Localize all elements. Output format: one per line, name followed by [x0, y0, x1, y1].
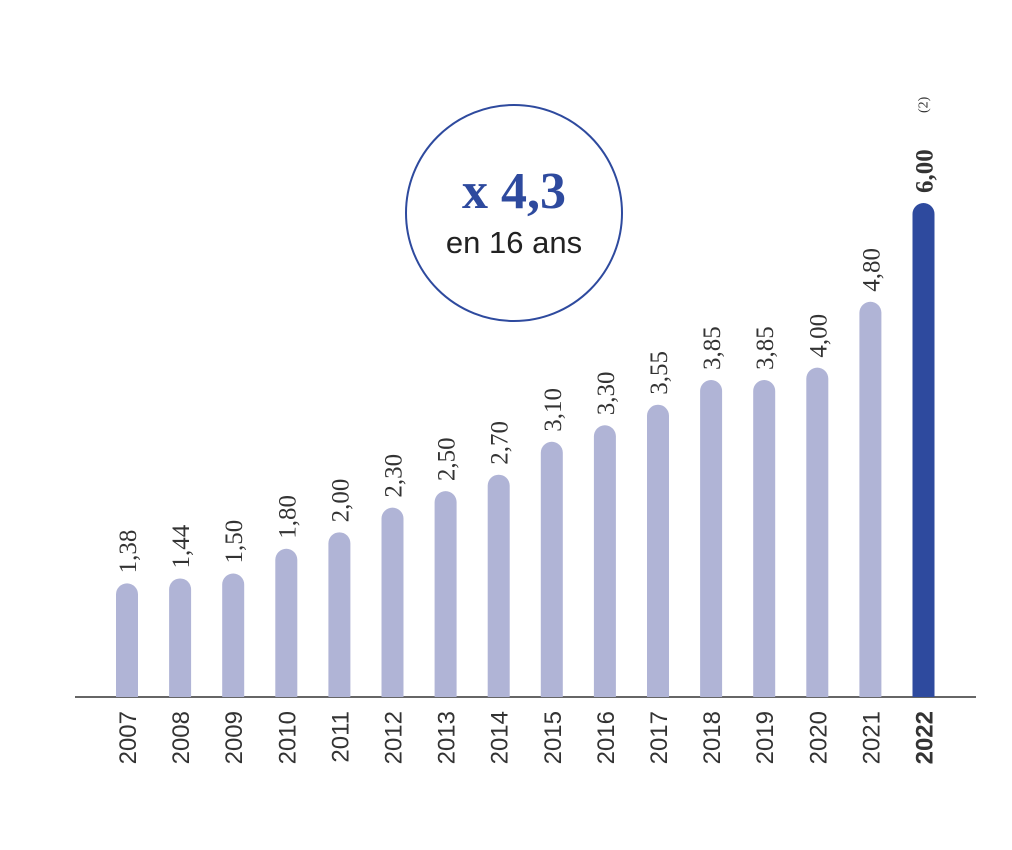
bar — [222, 573, 245, 697]
bar — [328, 532, 351, 697]
x-tick-label: 2011 — [327, 711, 354, 763]
bar — [806, 367, 829, 697]
value-label: 2,50 — [434, 437, 461, 481]
bar — [116, 583, 138, 697]
bar — [275, 548, 298, 697]
value-label: 1,80 — [274, 495, 301, 539]
bar — [540, 441, 563, 697]
annotation-subtitle: en 16 ans — [446, 225, 582, 260]
x-tick-label: 2022 — [912, 711, 939, 764]
x-tick-label: 2021 — [858, 711, 885, 764]
value-label: 4,80 — [858, 248, 885, 292]
x-tick-label: 2009 — [221, 711, 248, 764]
bar — [647, 404, 669, 697]
x-tick-label: 2010 — [274, 711, 301, 764]
bar — [859, 301, 882, 697]
value-label: 1,38 — [115, 530, 142, 574]
x-tick-label: 2007 — [115, 711, 142, 764]
value-label: 2,30 — [381, 454, 408, 498]
x-tick-label: 2016 — [593, 711, 620, 764]
value-label: 3,85 — [699, 326, 726, 370]
bar — [700, 380, 723, 697]
bar — [381, 507, 404, 697]
x-tick-label: 2020 — [805, 711, 832, 764]
value-label: 6,00 — [912, 149, 939, 193]
x-tick-label: 2012 — [381, 711, 408, 764]
x-tick-label: 2013 — [434, 711, 461, 764]
value-label: 1,44 — [168, 524, 195, 568]
x-tick-label: 2008 — [168, 711, 195, 764]
value-label: 2,00 — [327, 479, 354, 523]
bar — [487, 474, 510, 697]
x-tick-label: 2017 — [646, 711, 673, 764]
annotation-headline: x 4,3 — [462, 163, 566, 220]
x-tick-label: 2014 — [487, 711, 514, 764]
footnote: (2) — [917, 96, 932, 113]
bar — [434, 491, 457, 697]
value-label: 4,00 — [805, 314, 832, 358]
value-label: 3,30 — [593, 372, 620, 416]
bar — [753, 380, 776, 697]
bar — [593, 425, 616, 697]
annotation-circle — [405, 104, 623, 322]
x-tick-label: 2019 — [752, 711, 779, 764]
bar — [912, 203, 935, 697]
bar — [169, 578, 192, 697]
value-label: 3,55 — [646, 351, 673, 395]
value-label: 1,50 — [221, 520, 248, 564]
value-label: 2,70 — [487, 421, 514, 465]
value-label: 3,10 — [540, 388, 567, 432]
value-label: 3,85 — [752, 326, 779, 370]
x-tick-label: 2015 — [540, 711, 567, 764]
x-tick-label: 2018 — [699, 711, 726, 764]
